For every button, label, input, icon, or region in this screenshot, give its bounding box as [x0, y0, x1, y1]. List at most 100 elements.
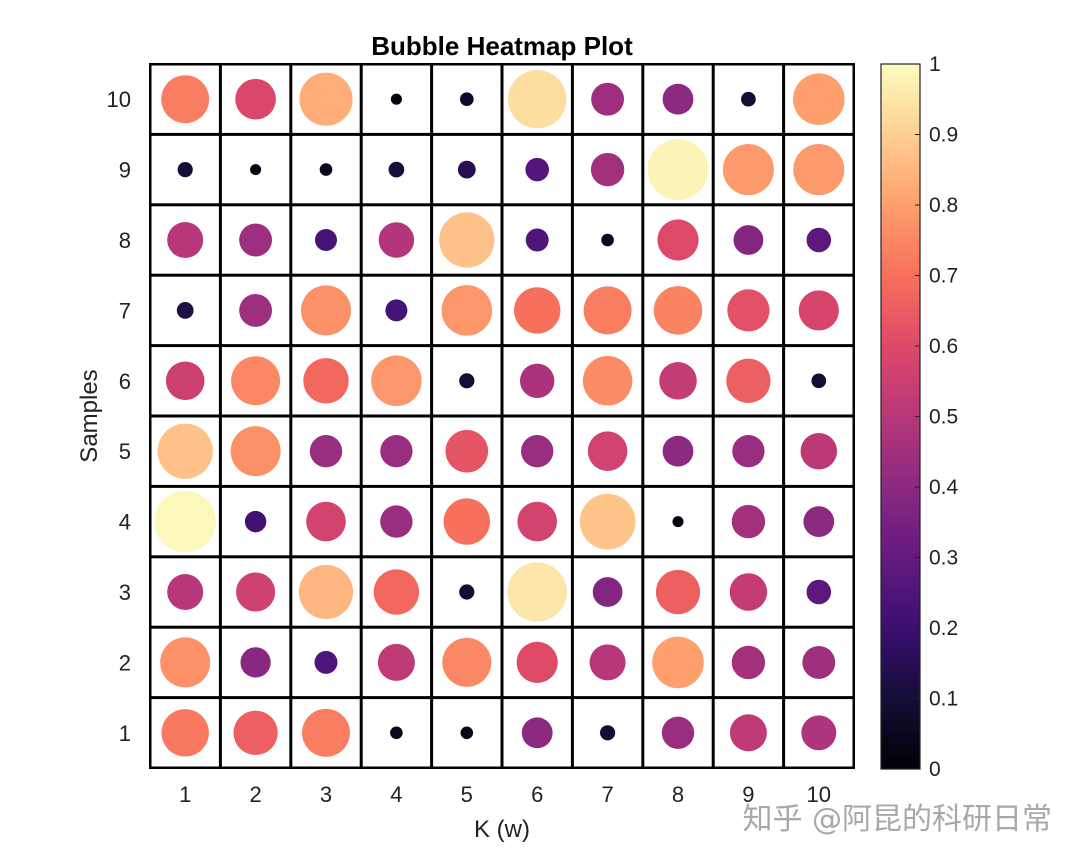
bubble-mark — [653, 286, 703, 335]
bubble-mark — [244, 510, 267, 533]
colorbar-tick-label: 0.2 — [929, 617, 958, 640]
bubble-mark — [445, 429, 489, 473]
y-tick-label: 2 — [119, 650, 131, 675]
bubble-mark — [514, 287, 561, 334]
bubble-mark — [235, 78, 276, 120]
bubble-mark — [239, 293, 273, 327]
bubble-mark — [240, 647, 271, 678]
bubble-mark — [806, 227, 832, 253]
bubble-mark — [439, 212, 495, 268]
bubble-mark — [165, 361, 205, 401]
bubble-mark — [662, 435, 694, 467]
bubble-mark — [583, 286, 632, 335]
bubble-mark — [161, 709, 209, 757]
bubbles-layer — [154, 70, 845, 757]
colorbar-tick-label: 0.7 — [929, 265, 958, 288]
bubble-mark — [177, 162, 193, 178]
colorbar-tick-label: 0.9 — [929, 124, 958, 147]
bubble-mark — [442, 637, 492, 687]
bubble-mark — [459, 373, 475, 389]
bubble-mark — [525, 228, 549, 252]
y-tick-label: 3 — [119, 580, 131, 605]
bubble-mark — [460, 726, 474, 740]
colorbar-tick-label: 0.3 — [929, 547, 958, 570]
bubble-mark — [233, 710, 278, 755]
bubble-mark — [662, 83, 694, 115]
bubble-mark — [732, 435, 765, 468]
colorbar-tick-label: 0.6 — [929, 335, 958, 358]
bubble-mark — [517, 501, 558, 542]
y-tick-label: 8 — [119, 228, 131, 253]
bubble-mark — [161, 75, 210, 124]
bubble-mark — [798, 290, 839, 331]
bubble-mark — [800, 432, 838, 470]
x-tick-label: 8 — [672, 782, 684, 807]
bubble-mark — [299, 72, 353, 126]
x-tick-labels: 1 2 3 4 5 6 7 8 9 10 — [179, 782, 831, 807]
x-tick-label: 1 — [179, 782, 191, 807]
bubble-mark — [230, 426, 281, 477]
bubble-mark — [726, 358, 771, 403]
bubble-mark — [371, 355, 422, 407]
bubble-mark — [591, 82, 625, 116]
bubble-mark — [589, 644, 626, 681]
bubble-mark — [525, 157, 549, 182]
bubble-mark — [380, 435, 413, 468]
colorbar-ticks: 0 0.1 0.2 0.3 0.4 0.5 0.6 0.7 0.8 0.9 1 — [915, 53, 959, 781]
bubble-mark — [652, 636, 704, 689]
bubble-mark — [507, 562, 567, 622]
y-tick-label: 10 — [107, 87, 131, 112]
bubble-mark — [319, 163, 333, 176]
bubble-mark — [647, 139, 709, 201]
y-tick-label: 4 — [119, 510, 131, 535]
bubble-mark — [727, 289, 770, 332]
bubble-mark — [592, 577, 623, 607]
bubble-mark — [521, 435, 554, 468]
bubble-mark — [793, 73, 845, 125]
bubble-mark — [457, 160, 476, 179]
bubble-mark — [519, 363, 555, 399]
y-tick-label: 1 — [119, 721, 131, 746]
colorbar — [880, 63, 921, 770]
bubble-mark — [579, 493, 636, 550]
bubble-mark — [793, 144, 845, 196]
y-axis-label: Samples — [76, 369, 103, 462]
bubble-mark — [733, 225, 764, 255]
bubble-mark — [380, 505, 413, 538]
x-tick-label: 9 — [742, 782, 754, 807]
bubble-mark — [236, 572, 276, 612]
colorbar-tick-label: 0.5 — [929, 406, 958, 429]
x-axis-label: K (w) — [474, 816, 530, 843]
colorbar-tick-label: 0 — [929, 758, 941, 781]
bubble-mark — [441, 285, 493, 336]
bubble-mark — [601, 233, 614, 247]
bubble-mark — [239, 223, 273, 257]
y-tick-label: 6 — [119, 369, 131, 394]
colorbar-tick-label: 0.8 — [929, 194, 958, 217]
bubble-mark — [801, 715, 837, 751]
bubble-mark — [309, 435, 343, 468]
bubble-mark — [154, 490, 216, 553]
bubble-mark — [390, 726, 403, 740]
bubble-mark — [659, 362, 697, 400]
bubble-mark — [657, 219, 699, 261]
bubble-mark — [729, 573, 768, 611]
bubble-mark — [378, 222, 415, 258]
bubble-mark — [521, 717, 553, 749]
bubble-mark — [443, 498, 490, 545]
bubble-mark — [306, 501, 346, 542]
bubble-mark — [516, 641, 558, 684]
bubble-mark — [722, 144, 774, 196]
x-tick-label: 3 — [320, 782, 332, 807]
bubble-mark — [672, 516, 684, 528]
bubble-mark — [731, 504, 766, 539]
bubble-mark — [385, 299, 408, 322]
x-tick-label: 5 — [461, 782, 473, 807]
colorbar-tick-label: 0.1 — [929, 688, 958, 711]
y-tick-label: 9 — [119, 158, 131, 183]
bubble-mark — [587, 431, 628, 472]
bubble-mark — [250, 164, 262, 176]
bubble-mark — [231, 356, 281, 406]
bubble-mark — [302, 708, 350, 757]
